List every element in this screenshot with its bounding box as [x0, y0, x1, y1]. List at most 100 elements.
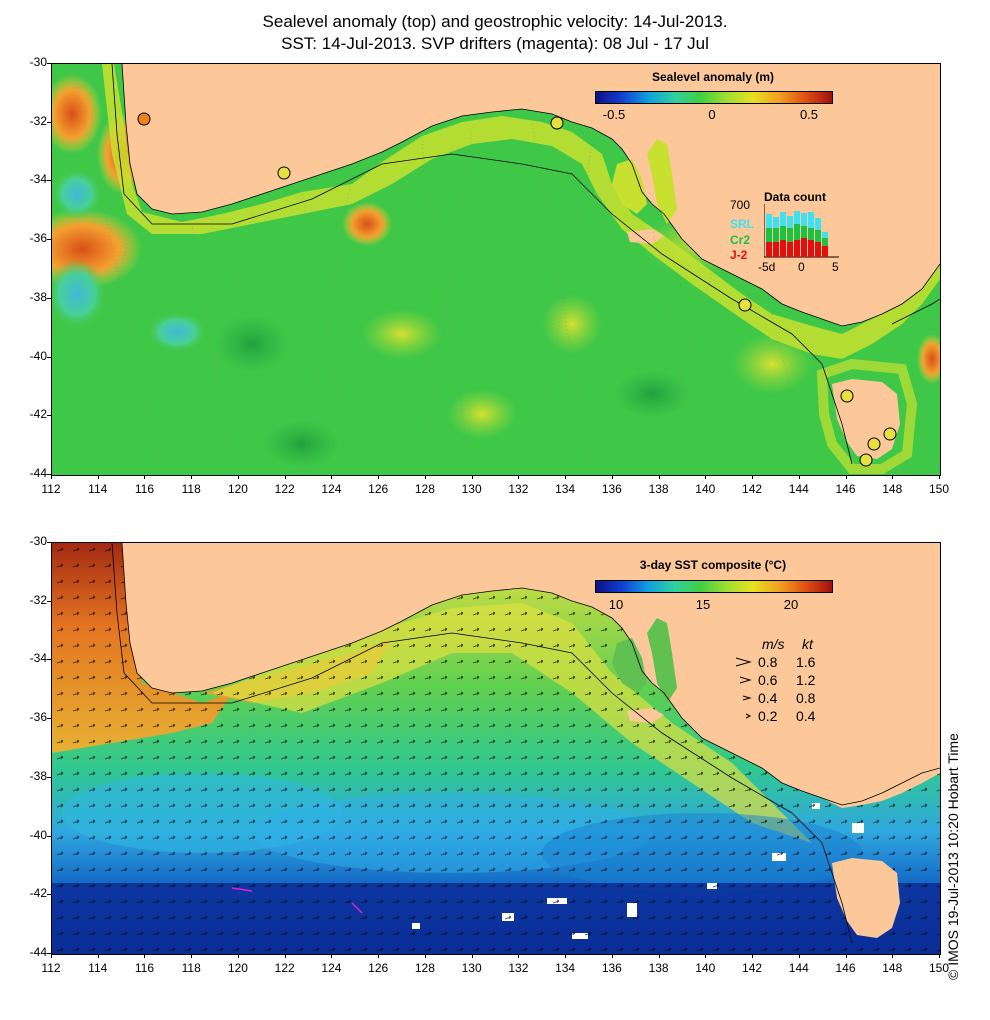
longitude-tick-label: 122: [274, 482, 295, 496]
sst-colorbar-title: 3-day SST composite (°C): [639, 558, 787, 572]
latitude-tick-label: -42: [29, 407, 47, 422]
longitude-tick-label: 126: [368, 961, 389, 975]
sst-tick-label: 20: [783, 597, 799, 612]
sealevel-tick-label: -0.5: [602, 107, 626, 122]
sst-tick-label: 15: [695, 597, 711, 612]
data-count-bar: [766, 211, 828, 257]
longitude-tick-label: 132: [508, 482, 529, 496]
data-count-bars: [764, 204, 839, 258]
longitude-tick-mark: [518, 954, 520, 958]
title-line-2: SST: 14-Jul-2013. SVP drifters (magenta)…: [281, 34, 709, 53]
longitude-tick-mark: [144, 954, 146, 958]
longitude-tick-label: 118: [181, 961, 201, 975]
satellite-label-cr2: Cr2: [730, 233, 751, 247]
longitude-tick-label: 136: [601, 961, 622, 975]
latitude-tick-mark: [47, 542, 51, 543]
tide-gauge-marker: [883, 427, 897, 441]
latitude-tick-mark: [47, 835, 51, 837]
latitude-tick-mark: [47, 894, 51, 896]
latitude-tick-mark: [47, 600, 51, 602]
longitude-tick-mark: [378, 475, 380, 479]
longitude-tick-mark: [237, 954, 239, 958]
longitude-tick-mark: [191, 475, 193, 479]
tide-gauge-marker: [277, 166, 291, 180]
data-count-inset: Data count 700 SRL Cr2 J-2 -5d 0 5: [726, 190, 846, 275]
longitude-tick-label: 122: [274, 961, 295, 975]
longitude-tick-label: 126: [368, 482, 389, 496]
data-count-title: Data count: [764, 190, 827, 204]
velocity-legend-kt: 1.2: [796, 672, 816, 688]
latitude-tick-label: -40: [29, 827, 47, 842]
sealevel-colorbar-title: Sealevel anomaly (m): [651, 70, 775, 84]
longitude-tick-label: 144: [788, 482, 809, 496]
longitude-tick-label: 120: [227, 961, 248, 975]
longitude-tick-mark: [565, 954, 567, 958]
sealevel-colorbar: [595, 91, 833, 104]
longitude-tick-mark: [611, 954, 613, 958]
tide-gauge-marker: [840, 389, 854, 403]
velocity-legend-header-kt: kt: [802, 636, 813, 652]
longitude-tick-label: 142: [742, 482, 763, 496]
velocity-legend-ms: 0.6: [758, 672, 778, 688]
longitude-tick-mark: [97, 475, 99, 479]
longitude-tick-label: 140: [695, 961, 716, 975]
longitude-tick-label: 120: [227, 482, 248, 496]
longitude-tick-mark: [845, 954, 847, 958]
latitude-tick-mark: [47, 718, 51, 720]
longitude-tick-label: 124: [321, 961, 342, 975]
latitude-tick-mark: [47, 297, 51, 299]
longitude-tick-mark: [97, 954, 99, 958]
tide-gauge-marker: [137, 112, 151, 126]
longitude-tick-mark: [658, 475, 660, 479]
longitude-tick-label: 148: [882, 961, 903, 975]
satellite-label-j2: J-2: [730, 248, 748, 262]
longitude-tick-mark: [798, 954, 800, 958]
latitude-tick-mark: [47, 239, 51, 241]
velocity-legend-kt: 0.4: [796, 708, 816, 724]
longitude-tick-mark: [705, 475, 707, 479]
sealevel-tick-label: 0.5: [799, 107, 819, 122]
longitude-tick-mark: [752, 954, 754, 958]
tasmania: [832, 858, 900, 938]
drifter-track: [351, 902, 363, 914]
latitude-tick-mark: [47, 63, 51, 64]
longitude-tick-label: 134: [555, 482, 576, 496]
latitude-tick-label: -34: [29, 172, 47, 187]
longitude-tick-label: 114: [88, 961, 108, 975]
longitude-tick-label: 132: [508, 961, 529, 975]
longitude-tick-mark: [798, 475, 800, 479]
velocity-legend: m/s kt 0.8 1.6 0.6 1.2 0.4 0.8 0.2 0.4: [734, 636, 844, 731]
latitude-tick-label: -38: [29, 289, 47, 304]
longitude-tick-label: 116: [134, 482, 155, 496]
velocity-legend-kt: 1.6: [796, 654, 816, 670]
copyright-text: © IMOS 19-Jul-2013 10:20 Hobart Time: [945, 733, 961, 980]
longitude-tick-label: 144: [788, 961, 809, 975]
tide-gauge-marker: [550, 116, 564, 130]
longitude-tick-mark: [331, 475, 333, 479]
longitude-tick-mark: [424, 954, 426, 958]
longitude-tick-mark: [658, 954, 660, 958]
latitude-tick-label: -36: [29, 710, 47, 725]
latitude-tick-label: -36: [29, 231, 47, 246]
australia-mainland: [122, 64, 940, 326]
longitude-tick-mark: [939, 475, 940, 479]
velocity-legend-ms: 0.2: [758, 708, 778, 724]
sealevel-map-panel: [51, 63, 941, 476]
longitude-tick-mark: [191, 954, 193, 958]
longitude-tick-mark: [471, 954, 473, 958]
longitude-tick-mark: [331, 954, 333, 958]
longitude-tick-mark: [284, 954, 286, 958]
longitude-tick-mark: [237, 475, 239, 479]
longitude-tick-mark: [51, 475, 52, 479]
longitude-tick-label: 138: [648, 961, 669, 975]
longitude-tick-mark: [378, 954, 380, 958]
longitude-tick-mark: [51, 954, 52, 958]
latitude-tick-label: -30: [29, 55, 47, 69]
longitude-tick-mark: [284, 475, 286, 479]
longitude-tick-label: 130: [461, 961, 482, 975]
longitude-tick-label: 124: [321, 482, 342, 496]
latitude-tick-label: -40: [29, 348, 47, 363]
longitude-tick-label: 136: [601, 482, 622, 496]
latitude-tick-label: -38: [29, 768, 47, 783]
longitude-tick-mark: [518, 475, 520, 479]
